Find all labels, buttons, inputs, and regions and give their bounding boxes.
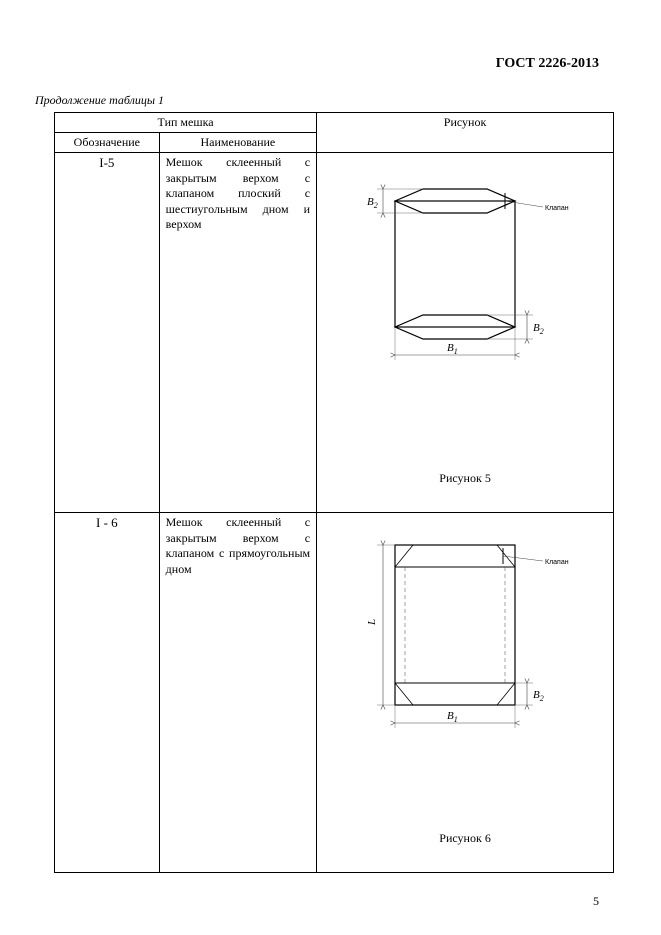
cell-name: Мешок склеенный с закрытым верхом с клап… <box>159 153 316 513</box>
svg-text:В1: В1 <box>447 710 458 724</box>
svg-text:В2: В2 <box>533 689 544 703</box>
table-row: I - 6Мешок склеенный с закрытым верхом с… <box>55 513 614 873</box>
page: ГОСТ 2226-2013 Продолжение таблицы 1 Тип… <box>0 0 661 935</box>
figure-caption: Рисунок 5 <box>317 471 613 486</box>
svg-text:Клапан: Клапан <box>545 205 569 212</box>
header-designation: Обозначение <box>55 133 160 153</box>
svg-text:В2: В2 <box>533 322 544 336</box>
table-row: I-5Мешок склеенный с закрытым верхом с к… <box>55 153 614 513</box>
cell-figure: Клапан В2 В2 В1 Рисунок 5 <box>317 153 614 513</box>
svg-text:В2: В2 <box>367 196 378 210</box>
cell-figure: Клапан L В2 В1 Рисунок 6 <box>317 513 614 873</box>
figure-caption: Рисунок 6 <box>317 831 613 846</box>
spec-table: Тип мешка Рисунок Обозначение Наименован… <box>54 112 614 873</box>
header-name: Наименование <box>159 133 316 153</box>
document-id: ГОСТ 2226-2013 <box>496 56 599 72</box>
cell-designation: I-5 <box>55 153 160 513</box>
cell-designation: I - 6 <box>55 513 160 873</box>
svg-text:Клапан: Клапан <box>545 559 569 566</box>
bag-diagram: Клапан L В2 В1 <box>340 527 590 777</box>
svg-text:L: L <box>366 619 378 626</box>
header-figure: Рисунок <box>317 113 614 153</box>
cell-name: Мешок склеенный с закрытым верхом с клап… <box>159 513 316 873</box>
bag-diagram: Клапан В2 В2 В1 <box>340 167 590 407</box>
table-continuation: Продолжение таблицы 1 <box>35 93 164 108</box>
svg-text:В1: В1 <box>447 342 458 356</box>
header-type: Тип мешка <box>55 113 317 133</box>
page-number: 5 <box>593 894 599 909</box>
